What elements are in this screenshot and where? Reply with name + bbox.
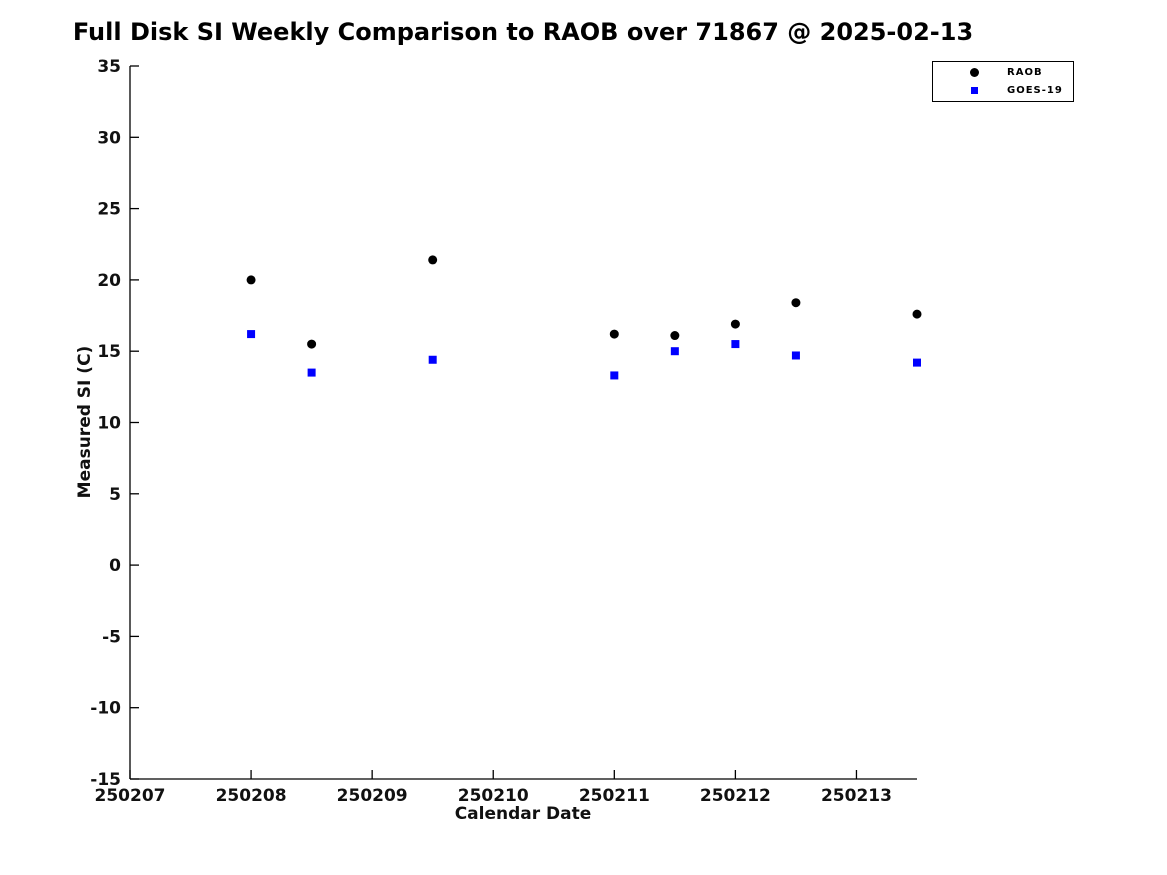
- raob-point: [307, 339, 317, 349]
- raob-point: [791, 298, 801, 308]
- legend-item-raob: RAOB: [933, 65, 1073, 80]
- raob-point: [730, 319, 740, 329]
- y-tick-label: 35: [97, 57, 121, 77]
- goes-19-point: [670, 347, 679, 356]
- y-tick-label: 10: [97, 414, 121, 434]
- goes-19-point: [610, 371, 619, 380]
- goes-19-point: [791, 351, 800, 360]
- goes-19-point: [307, 368, 316, 377]
- y-tick-label: -5: [102, 627, 121, 647]
- goes-19-point: [428, 355, 437, 364]
- x-axis-label: Calendar Date: [454, 804, 592, 824]
- y-tick-label: 20: [97, 271, 121, 291]
- y-tick-label: 15: [97, 342, 121, 362]
- legend-item-goes-19: GOES-19: [933, 83, 1073, 98]
- y-tick-label: 5: [109, 485, 121, 505]
- y-tick-label: 0: [109, 556, 121, 576]
- legend-marker-slot: [966, 68, 982, 77]
- y-axis-label: Measured SI (C): [75, 345, 95, 499]
- raob-marker-icon: [969, 68, 979, 77]
- legend: RAOB GOES-19: [932, 61, 1074, 102]
- goes-19-marker-icon: [970, 87, 978, 94]
- y-tick-label: 30: [97, 128, 121, 148]
- x-tick-label: 250211: [579, 786, 650, 806]
- goes-19-point: [913, 358, 921, 367]
- raob-point: [428, 255, 438, 265]
- x-tick-label: 250213: [821, 786, 892, 806]
- raob-point: [246, 275, 256, 285]
- y-tick-label: -15: [90, 770, 121, 790]
- x-tick-label: 250208: [216, 786, 287, 806]
- x-tick-label: 250212: [700, 786, 771, 806]
- y-tick-label: -10: [90, 699, 121, 719]
- legend-label-raob: RAOB: [1007, 67, 1043, 78]
- legend-label-goes-19: GOES-19: [1007, 85, 1063, 96]
- raob-point: [609, 329, 619, 339]
- goes-19-point: [731, 340, 740, 349]
- legend-marker-slot: [966, 87, 982, 94]
- raob-point: [670, 331, 680, 341]
- y-tick-label: 25: [97, 200, 121, 220]
- x-tick-label: 250210: [458, 786, 529, 806]
- chart-title: Full Disk SI Weekly Comparison to RAOB o…: [72, 18, 974, 46]
- goes-19-point: [247, 330, 256, 339]
- raob-point: [912, 309, 922, 319]
- x-tick-label: 250209: [337, 786, 408, 806]
- x-tick-label: 250207: [95, 786, 166, 806]
